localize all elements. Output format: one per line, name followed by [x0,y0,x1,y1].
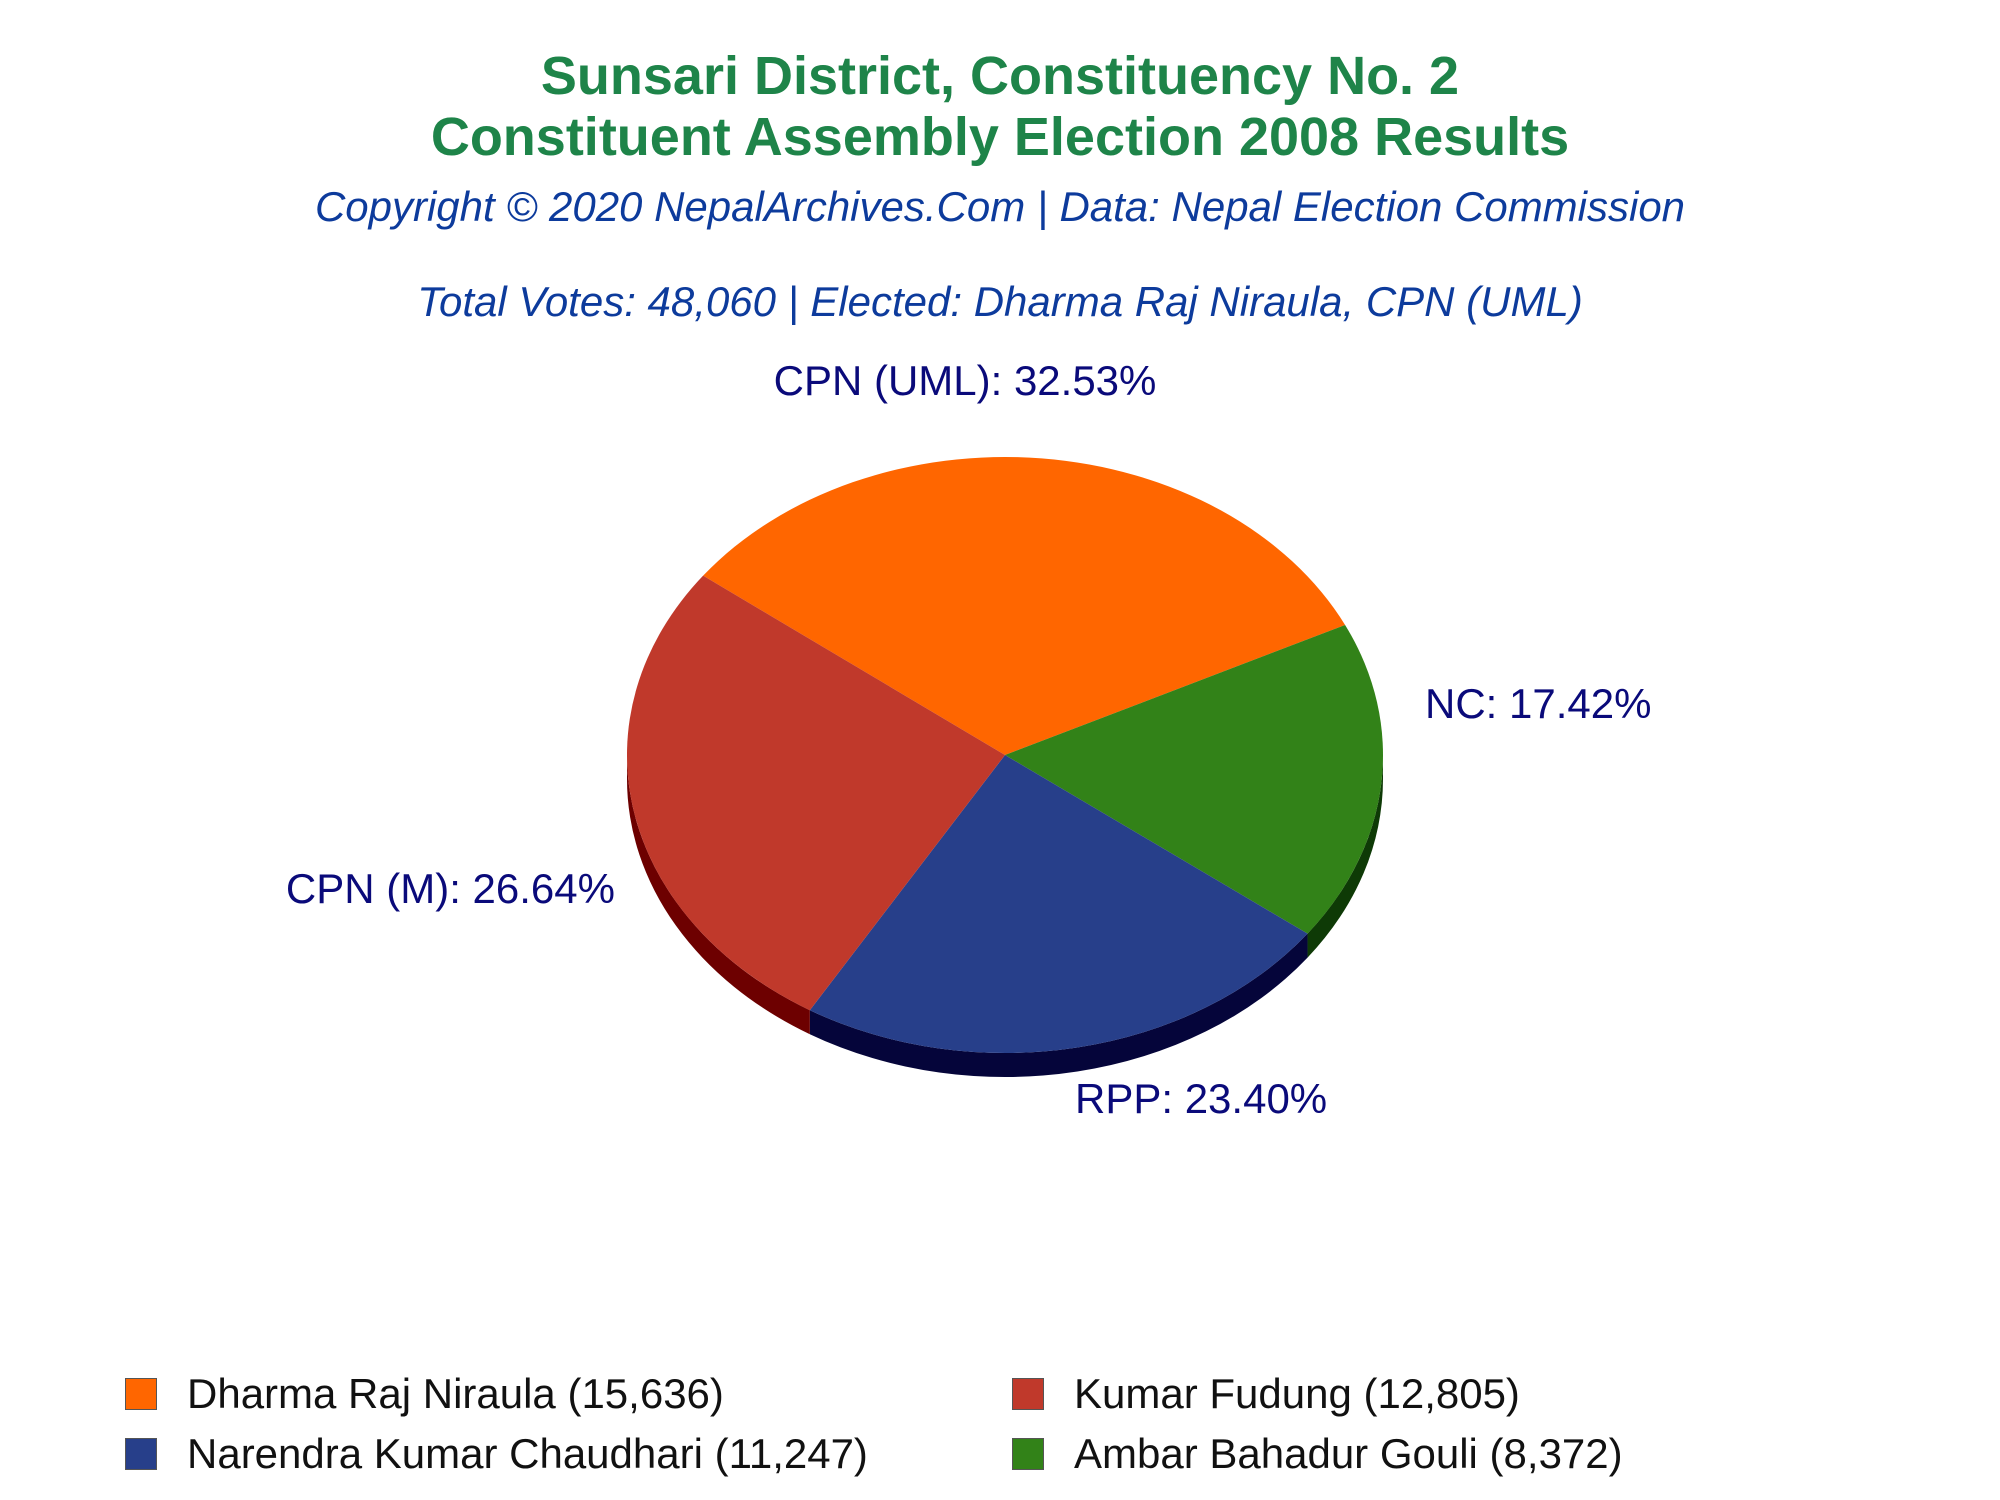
legend-swatch [1012,1438,1044,1470]
legend-swatch [125,1378,157,1410]
legend: Dharma Raj Niraula (15,636) Kumar Fudung… [0,1370,2000,1500]
chart-summary: Total Votes: 48,060 | Elected: Dharma Ra… [417,278,1583,325]
legend-label: Ambar Bahadur Gouli (8,372) [1074,1430,1623,1477]
slice-label: NC: 17.42% [1425,680,1651,727]
pie-slice-side [1307,755,1383,958]
pie-slice [809,755,1308,1053]
legend-item: Kumar Fudung (12,805) [1012,1370,1520,1418]
pie-slice [1005,624,1384,934]
pie-slice-side [627,755,810,1035]
legend-label: Kumar Fudung (12,805) [1074,1370,1520,1417]
slice-label: CPN (M): 26.64% [286,865,615,912]
pie-slice-side [809,933,1308,1077]
pie-slice [627,575,1005,1011]
pie-slice [703,457,1346,755]
chart-title-line-2: Constituent Assembly Election 2008 Resul… [430,107,1570,167]
legend-swatch [1012,1378,1044,1410]
legend-swatch [125,1438,157,1470]
legend-item: Ambar Bahadur Gouli (8,372) [1012,1430,1623,1478]
legend-label: Dharma Raj Niraula (15,636) [187,1370,724,1417]
slice-label: CPN (UML): 32.53% [774,357,1157,404]
chart-subtitle: Copyright © 2020 NepalArchives.Com | Dat… [314,183,1686,230]
slice-label: RPP: 23.40% [1075,1075,1327,1122]
legend-label: Narendra Kumar Chaudhari (11,247) [187,1430,868,1477]
legend-item: Dharma Raj Niraula (15,636) [125,1370,724,1418]
legend-item: Narendra Kumar Chaudhari (11,247) [125,1430,868,1478]
chart-title: Sunsari District, Constituency No. 2 [540,46,1460,106]
